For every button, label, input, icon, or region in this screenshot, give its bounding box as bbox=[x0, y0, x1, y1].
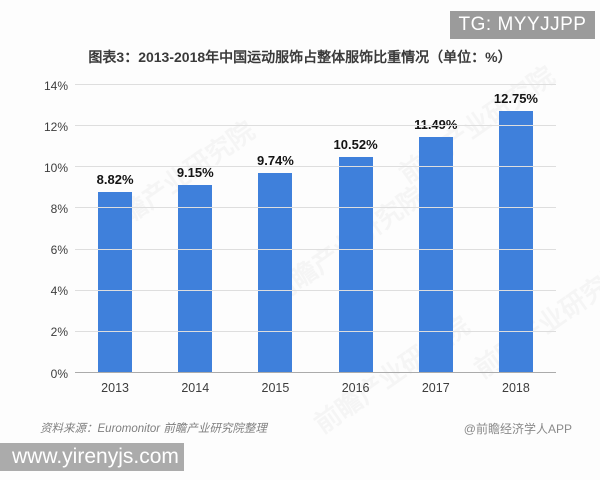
y-axis-tick-label: 10% bbox=[43, 160, 68, 175]
bar-slot: 12.75% bbox=[476, 85, 556, 373]
bar-series: 8.82% 9.15% 9.74% 10.52% 11.49% 12.75% bbox=[75, 85, 556, 373]
x-axis-tick-label: 2016 bbox=[341, 381, 370, 395]
tg-badge: TG: MYYJJPP bbox=[450, 11, 595, 39]
bar-slot: 8.82% bbox=[75, 85, 155, 373]
gridline bbox=[75, 84, 556, 85]
gridline bbox=[75, 207, 556, 209]
x-axis-baseline bbox=[75, 372, 556, 373]
bar-slot: 10.52% bbox=[316, 85, 396, 373]
x-axis-tick-label: 2013 bbox=[101, 381, 129, 395]
x-axis-tick-label: 2015 bbox=[261, 381, 290, 395]
y-axis-tick-label: 12% bbox=[43, 119, 68, 134]
bar-value-label: 11.49% bbox=[414, 116, 458, 132]
x-axis-labels: 2013 2014 2015 2016 2017 2018 bbox=[75, 381, 556, 395]
y-axis-tick-label: 6% bbox=[50, 243, 68, 258]
bar-2014: 9.15% bbox=[177, 165, 214, 373]
bar-value-label: 9.15% bbox=[176, 164, 214, 180]
site-watermark-banner: www.yirenyjs.com bbox=[0, 443, 184, 471]
bar-slot: 9.74% bbox=[235, 85, 315, 373]
y-axis-tick-label: 8% bbox=[50, 201, 68, 216]
bar-2013: 8.82% bbox=[97, 172, 134, 373]
bar-slot: 9.15% bbox=[155, 85, 235, 373]
chart-title: 图表3：2013-2018年中国运动服饰占整体服饰比重情况（单位：%） bbox=[88, 49, 512, 65]
x-axis-tick-label: 2014 bbox=[181, 381, 210, 395]
bar-value-label: 12.75% bbox=[493, 90, 538, 106]
gridline bbox=[75, 125, 556, 127]
y-axis-tick-label: 14% bbox=[43, 78, 68, 93]
gridline bbox=[75, 289, 556, 291]
bar-2015: 9.74% bbox=[257, 153, 294, 373]
bar-value-label: 10.52% bbox=[333, 136, 378, 152]
x-axis-tick-label: 2018 bbox=[502, 381, 530, 395]
y-axis-tick-label: 2% bbox=[50, 325, 68, 340]
gridline bbox=[75, 166, 556, 168]
bar-slot: 11.49% bbox=[396, 85, 476, 373]
gridline bbox=[75, 248, 556, 250]
bar-2017: 11.49% bbox=[414, 117, 457, 373]
bar-2018: 12.75% bbox=[494, 91, 538, 373]
gridline bbox=[75, 330, 556, 332]
source-note: 资料来源：Euromonitor 前瞻产业研究院整理 bbox=[40, 423, 267, 435]
bar-chart-plot-area: 8.82% 9.15% 9.74% 10.52% 11.49% 12.75% 0% 2% 4%… bbox=[44, 79, 556, 381]
credit-note: @前瞻经济学人APP bbox=[463, 422, 572, 436]
y-axis-tick-label: 0% bbox=[50, 366, 68, 381]
bar-2016: 10.52% bbox=[334, 137, 378, 373]
bar-value-label: 8.82% bbox=[96, 171, 134, 187]
x-axis-tick-label: 2017 bbox=[421, 381, 450, 395]
bar-value-label: 9.74% bbox=[256, 152, 294, 168]
y-axis-tick-label: 4% bbox=[50, 284, 68, 299]
